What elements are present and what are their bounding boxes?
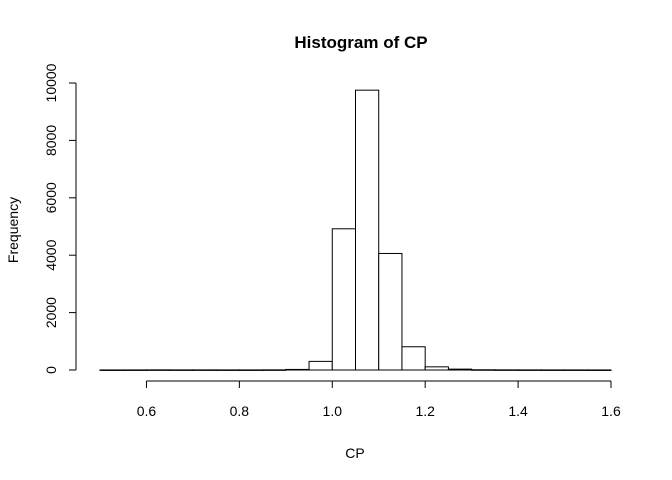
x-axis-label: CP xyxy=(345,445,364,461)
histogram-bar-6 xyxy=(238,369,264,371)
histogram-bar-8 xyxy=(285,368,310,371)
histogram-bar-18 xyxy=(517,369,542,371)
histogram-bar-21 xyxy=(587,369,612,371)
histogram-bar-20 xyxy=(564,369,589,371)
histogram-bar-9 xyxy=(308,360,333,371)
histogram-bar-12 xyxy=(378,252,403,371)
x-tick-label-4: 1.4 xyxy=(508,403,528,419)
histogram-bar-7 xyxy=(262,369,287,371)
histogram-bar-14 xyxy=(424,366,449,371)
histogram-bar-19 xyxy=(540,369,566,371)
y-tick-label-1: 2000 xyxy=(43,297,59,328)
x-tick-label-0: 0.6 xyxy=(137,403,157,419)
histogram-bar-15 xyxy=(447,368,473,371)
y-tick-label-4: 8000 xyxy=(43,125,59,156)
histogram-bar-10 xyxy=(331,228,357,371)
histogram-bar-13 xyxy=(401,346,426,371)
histogram-bar-5 xyxy=(215,369,240,371)
histogram-bar-2 xyxy=(145,369,171,371)
y-axis: 0 2000 4000 6000 8000 10000 xyxy=(43,63,77,374)
histogram-bar-1 xyxy=(122,369,147,371)
histogram-bar-16 xyxy=(471,369,496,371)
y-tick-label-3: 6000 xyxy=(43,182,59,213)
histogram-bar-0 xyxy=(99,369,124,371)
y-axis-label: Frequency xyxy=(5,197,21,263)
bars-group xyxy=(99,89,612,371)
x-tick-label-3: 1.2 xyxy=(415,403,435,419)
x-tick-label-5: 1.6 xyxy=(601,403,621,419)
x-tick-label-1: 0.8 xyxy=(230,403,250,419)
x-tick-label-2: 1.0 xyxy=(323,403,343,419)
histogram-bar-4 xyxy=(192,369,217,371)
y-tick-label-2: 4000 xyxy=(43,239,59,270)
x-axis: 0.6 0.8 1.0 1.2 1.4 1.6 xyxy=(137,380,621,419)
y-tick-label-5: 10000 xyxy=(43,63,59,102)
histogram-bar-11 xyxy=(355,89,380,371)
histogram-bar-17 xyxy=(494,369,519,371)
chart-title: Histogram of CP xyxy=(294,33,427,52)
histogram-bar-3 xyxy=(169,369,194,371)
y-tick-label-0: 0 xyxy=(43,366,59,374)
